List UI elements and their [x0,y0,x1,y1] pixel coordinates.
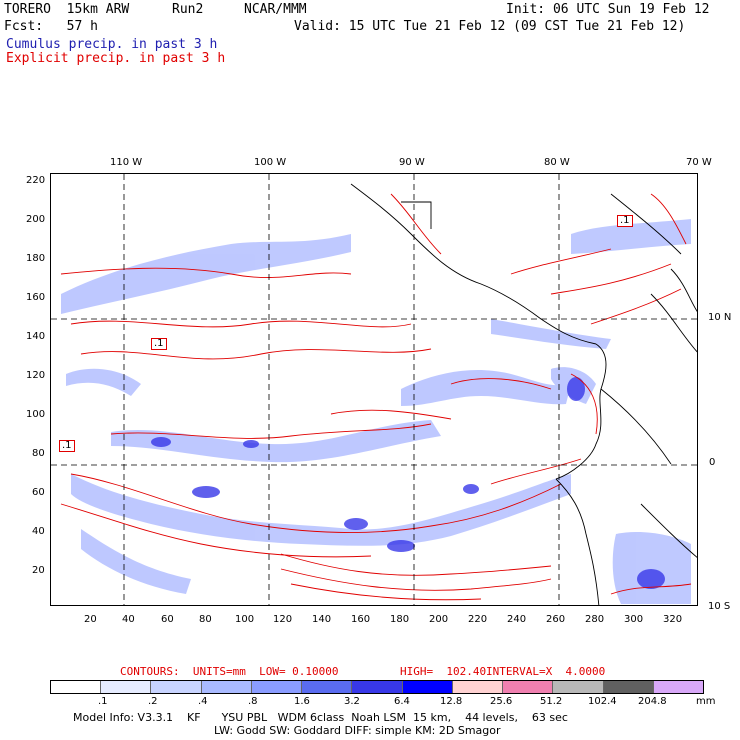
center-label: NCAR/MMM [244,2,307,17]
scale-label: 25.6 [490,696,513,707]
y-tick: 60 [32,487,45,498]
scale-swatch [251,681,303,693]
scale-swatch [51,681,102,693]
precipitation-map: .1 .1 .1 [50,173,698,606]
model-name: TORERO 15km ARW [4,2,130,17]
cumulus-precip-label: Cumulus precip. in past 3 h [6,37,218,52]
x-tick: 20 [84,614,97,625]
scale-label: 51.2 [540,696,563,707]
scale-swatch [503,681,554,693]
scale-swatch [402,681,453,693]
scale-swatch [151,681,202,693]
x-tick: 280 [585,614,605,625]
contours-interval: INTERVAL=X 4.0000 [486,665,606,678]
scale-label: 102.4 [588,696,617,707]
x-tick: 240 [507,614,527,625]
y-tick: 20 [32,565,45,576]
scale-swatch [653,681,704,693]
y-tick: 140 [26,331,46,342]
lat-label-0: 0 [709,457,716,468]
x-tick: 200 [429,614,449,625]
x-tick: 40 [122,614,135,625]
color-scale-bar [50,680,704,694]
coastlines [350,183,697,605]
scale-swatch [553,681,604,693]
scale-swatch [201,681,252,693]
x-tick: 260 [546,614,566,625]
x-tick: 180 [390,614,410,625]
explicit-precip-label: Explicit precip. in past 3 h [6,51,226,66]
y-tick: 40 [32,526,45,537]
scale-swatch [101,681,152,693]
lat-lon-grid [51,174,697,605]
y-tick: 100 [26,409,46,420]
scale-label: 204.8 [638,696,667,707]
lon-label-100w: 100 W [254,157,287,168]
scale-label: 1.6 [294,696,310,707]
x-tick: 220 [468,614,488,625]
scale-label: 12.8 [440,696,463,707]
scale-label: .4 [198,696,208,707]
x-tick: 160 [351,614,371,625]
map-canvas [51,174,697,605]
run-label: Run2 [172,2,204,17]
contours-info: CONTOURS: UNITS=mm LOW= 0.10000 [120,665,339,678]
scale-swatch [302,681,353,693]
x-tick: 60 [161,614,174,625]
scale-label: .2 [148,696,158,707]
model-info-line: Model Info: V3.3.1 KF YSU PBL WDM 6class… [73,711,568,724]
valid-time: Valid: 15 UTC Tue 21 Feb 12 (09 CST Tue … [294,19,686,34]
contours-high: HIGH= 102.40 [400,665,487,678]
lat-label-10s: 10 S [708,601,731,612]
lon-label-80w: 80 W [544,157,570,168]
y-tick: 220 [26,175,46,186]
y-tick: 120 [26,370,46,381]
x-tick: 140 [312,614,332,625]
scale-units: mm [696,696,716,707]
y-tick: 80 [32,448,45,459]
lon-label-70w: 70 W [686,157,712,168]
contour-label: .1 [151,338,167,350]
forecast-hour: Fcst: 57 h [4,19,98,34]
physics-info-line: LW: Godd SW: Goddard DIFF: simple KM: 2D… [214,724,501,737]
x-tick: 320 [663,614,683,625]
scale-swatch [603,681,654,693]
x-tick: 300 [624,614,644,625]
x-tick: 120 [273,614,293,625]
x-tick: 100 [235,614,255,625]
lat-label-10n: 10 N [708,312,732,323]
scale-label: .8 [248,696,258,707]
y-tick: 160 [26,292,46,303]
cumulus-precip-cores [151,377,665,589]
lon-label-110w: 110 W [110,157,143,168]
scale-swatch [452,681,504,693]
scale-label: 6.4 [394,696,410,707]
init-time: Init: 06 UTC Sun 19 Feb 12 [506,2,710,17]
scale-label: 3.2 [344,696,360,707]
y-tick: 180 [26,253,46,264]
scale-swatch [352,681,403,693]
contour-label: .1 [617,215,633,227]
scale-label: .1 [98,696,108,707]
explicit-precip-contours [60,193,692,601]
y-tick: 200 [26,214,46,225]
contour-label: .1 [59,440,75,452]
x-tick: 80 [199,614,212,625]
lon-label-90w: 90 W [399,157,425,168]
